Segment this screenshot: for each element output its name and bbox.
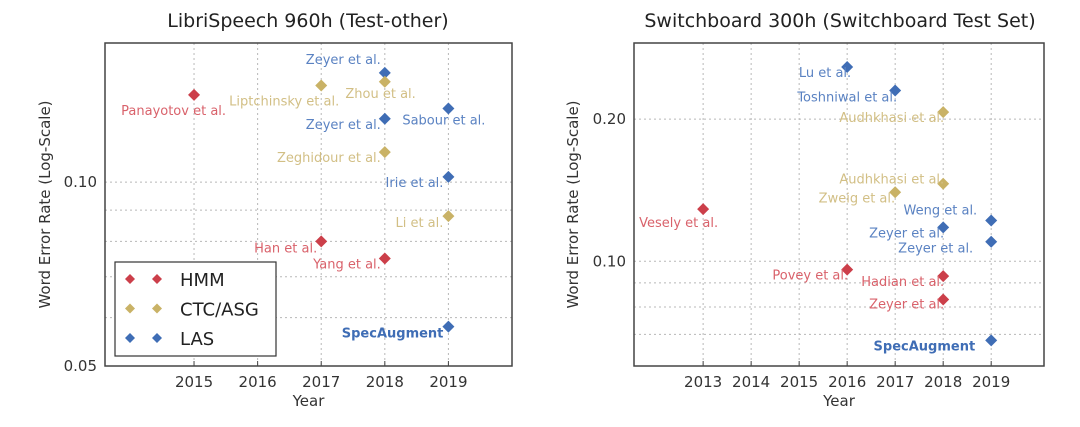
data-point-label: Zeyer et al. bbox=[306, 118, 381, 133]
x-tick-label: 2013 bbox=[684, 373, 722, 391]
x-tick-label: 2016 bbox=[239, 373, 277, 391]
y-tick-label: 0.10 bbox=[593, 252, 626, 270]
plot-frame bbox=[104, 42, 513, 367]
legend-box bbox=[114, 261, 277, 357]
data-point-marker bbox=[442, 102, 455, 115]
legend-marker bbox=[125, 303, 135, 314]
data-point-marker bbox=[889, 84, 902, 97]
data-point-marker bbox=[188, 88, 201, 101]
data-point-marker bbox=[442, 210, 455, 223]
data-point-marker bbox=[937, 221, 950, 234]
data-point-marker bbox=[985, 334, 998, 347]
data-point-marker bbox=[315, 79, 328, 92]
data-point-label: Li et al. bbox=[395, 216, 443, 231]
data-point-label: Hadian et al. bbox=[861, 275, 944, 290]
data-point-label: Han et al. bbox=[254, 241, 317, 256]
data-point-label: Audhkhasi et al. bbox=[839, 173, 944, 188]
x-axis-label: Year bbox=[292, 392, 326, 410]
data-point-marker bbox=[378, 75, 391, 88]
data-point-label: Zeyer et al. bbox=[898, 242, 973, 257]
legend-marker bbox=[152, 274, 162, 284]
data-point-marker bbox=[378, 146, 391, 159]
x-tick-label: 2014 bbox=[732, 373, 770, 391]
data-point-marker bbox=[442, 320, 455, 333]
data-point-label: Zhou et al. bbox=[345, 87, 415, 102]
data-point-marker bbox=[937, 293, 950, 306]
data-point-marker bbox=[985, 235, 998, 248]
data-point-label: Lu et al. bbox=[799, 66, 851, 81]
data-point-label: Vesely et al. bbox=[639, 216, 718, 231]
x-tick-label: 2015 bbox=[175, 373, 213, 391]
data-point-marker bbox=[889, 186, 902, 199]
x-axis-label: Year bbox=[822, 392, 856, 410]
legend-marker bbox=[125, 333, 135, 343]
data-point-marker bbox=[937, 106, 950, 119]
data-point-label: Irie et al. bbox=[386, 176, 444, 191]
chart-panel-1: 2015 2016 2017 2018 2019 0.10 0.05 LibriSpeech … bbox=[36, 10, 513, 410]
x-tick-label: 2019 bbox=[972, 373, 1010, 391]
x-tick-label: 2017 bbox=[302, 373, 340, 391]
data-point-marker bbox=[378, 66, 391, 79]
chart-title: Switchboard 300h (Switchboard Test Set) bbox=[644, 10, 1035, 32]
data-point-label: Zeyer et al. bbox=[869, 226, 944, 241]
data-point-label: Zeyer et al. bbox=[869, 297, 944, 312]
chart-title: LibriSpeech 960h (Test-other) bbox=[167, 10, 448, 32]
y-tick-label: 0.05 bbox=[64, 357, 97, 375]
legend-label: LAS bbox=[180, 329, 214, 350]
data-point-marker bbox=[442, 170, 455, 183]
data-point-marker bbox=[841, 263, 854, 276]
data-point-label: Weng et al. bbox=[904, 204, 978, 219]
data-point-label: Zeyer et al. bbox=[306, 53, 381, 68]
data-point-marker bbox=[985, 214, 998, 227]
data-point-marker bbox=[378, 252, 391, 265]
data-point-marker bbox=[937, 270, 950, 283]
data-point-label: Audhkhasi et al. bbox=[839, 111, 944, 126]
x-tick-label: 2018 bbox=[924, 373, 962, 391]
data-point-marker bbox=[697, 203, 710, 216]
data-point-marker bbox=[378, 112, 391, 125]
data-point-label: Toshniwal et al. bbox=[796, 91, 897, 106]
legend-label: CTC/ASG bbox=[180, 300, 259, 321]
legend-marker bbox=[152, 303, 162, 314]
plot-frame bbox=[633, 42, 1045, 367]
data-point-label: Zweig et al. bbox=[819, 191, 895, 206]
data-point-label: Yang et al. bbox=[312, 257, 381, 272]
data-point-marker bbox=[841, 60, 854, 73]
data-point-marker bbox=[315, 235, 328, 248]
legend-label: HMM bbox=[180, 270, 225, 291]
legend: HMM CTC/ASG LAS bbox=[114, 261, 277, 357]
y-axis-label: Word Error Rate (Log-Scale) bbox=[36, 100, 54, 308]
data-point-marker bbox=[937, 177, 950, 190]
data-point-label: SpecAugment bbox=[342, 327, 444, 342]
data-point-label: Zeghidour et al. bbox=[277, 151, 381, 166]
data-point-label: Panayotov et al. bbox=[121, 104, 226, 119]
x-tick-label: 2016 bbox=[828, 373, 866, 391]
x-tick-label: 2015 bbox=[780, 373, 818, 391]
data-point-label: Povey et al. bbox=[772, 269, 848, 284]
chart-panel-2: 2013 2014 2015 2016 2017 2018 2019 0.20 0.10 Swit… bbox=[564, 10, 1045, 410]
y-tick-label: 0.10 bbox=[64, 173, 97, 191]
x-tick-label: 2017 bbox=[876, 373, 914, 391]
legend-marker bbox=[152, 333, 162, 343]
x-tick-label: 2019 bbox=[429, 373, 467, 391]
data-point-label: SpecAugment bbox=[874, 339, 976, 354]
x-tick-label: 2018 bbox=[366, 373, 404, 391]
legend-marker bbox=[125, 274, 135, 284]
data-point-label: Sabour et al. bbox=[402, 114, 485, 129]
data-point-label: Liptchinsky et al. bbox=[229, 94, 339, 109]
y-tick-label: 0.20 bbox=[593, 110, 626, 128]
y-axis-label: Word Error Rate (Log-Scale) bbox=[564, 100, 582, 308]
